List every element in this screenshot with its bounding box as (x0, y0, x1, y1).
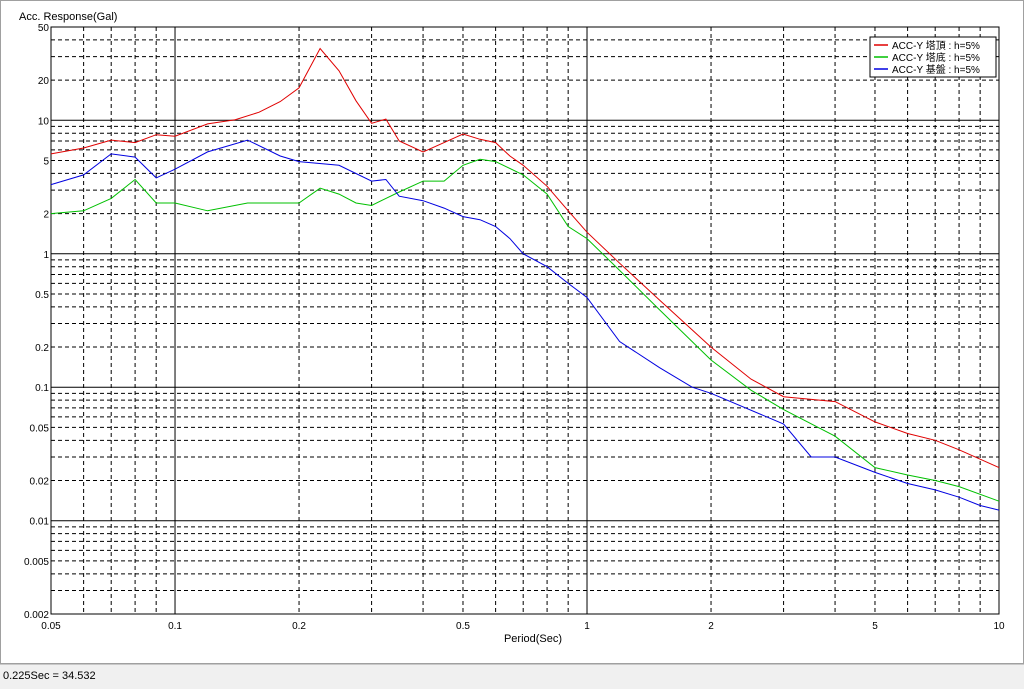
legend-entry: ACC-Y 塔底 : h=5% (892, 51, 980, 64)
y-tick-label: 1 (43, 250, 49, 261)
y-tick-label: 10 (38, 116, 50, 127)
plot-area (50, 26, 1000, 615)
series-line (50, 158, 1000, 502)
x-tick-label: 0.5 (456, 621, 470, 632)
y-tick-label: 0.2 (35, 343, 49, 354)
cursor-readout: 0.225Sec = 34.532 (3, 670, 96, 682)
y-tick-label: 0.005 (24, 557, 49, 568)
y-tick-label: 50 (38, 23, 50, 34)
y-tick-label: 0.02 (30, 477, 50, 488)
legend-box (869, 36, 997, 78)
x-tick-label: 5 (872, 621, 878, 632)
legend-entry: ACC-Y 基盤 : h=5% (892, 63, 980, 76)
y-tick-label: 20 (38, 76, 50, 87)
y-axis-label: Acc. Response(Gal) (19, 11, 117, 23)
x-tick-label: 0.05 (41, 621, 61, 632)
status-bar: 0.225Sec = 34.532 (0, 664, 1024, 689)
x-tick-label: 2 (708, 621, 714, 632)
series-line (50, 47, 1000, 469)
y-tick-label: 0.1 (35, 383, 49, 394)
y-tick-label: 2 (43, 210, 49, 221)
response-spectrum-chart: 0.05 0.1 0.2 0.5 1 2 5 10 0.002 0.005 0.01 0.02 0.05… (19, 11, 1005, 645)
x-tick-label: 0.1 (168, 621, 182, 632)
series-line (50, 139, 1000, 511)
series-lines (50, 47, 1000, 511)
legend: ACC-Y 塔頂 : h=5%ACC-Y 塔底 : h=5%ACC-Y 基盤 :… (869, 36, 997, 78)
y-tick-label: 0.5 (35, 290, 49, 301)
x-tick-label: 0.2 (292, 621, 306, 632)
tick-labels: 0.05 0.1 0.2 0.5 1 2 5 10 0.002 0.005 0.01 0.02 0.05… (24, 23, 1005, 632)
y-tick-label: 0.002 (24, 610, 49, 621)
y-tick-label: 0.05 (30, 423, 50, 434)
x-axis-label: Period(Sec) (504, 633, 562, 645)
x-tick-label: 1 (584, 621, 590, 632)
y-tick-label: 0.01 (30, 517, 50, 528)
legend-entry: ACC-Y 塔頂 : h=5% (892, 39, 980, 52)
x-tick-label: 10 (993, 621, 1005, 632)
grid (51, 27, 999, 614)
y-tick-label: 5 (43, 156, 49, 167)
chart-window: 0.05 0.1 0.2 0.5 1 2 5 10 0.002 0.005 0.01 0.02 0.05… (0, 0, 1024, 664)
